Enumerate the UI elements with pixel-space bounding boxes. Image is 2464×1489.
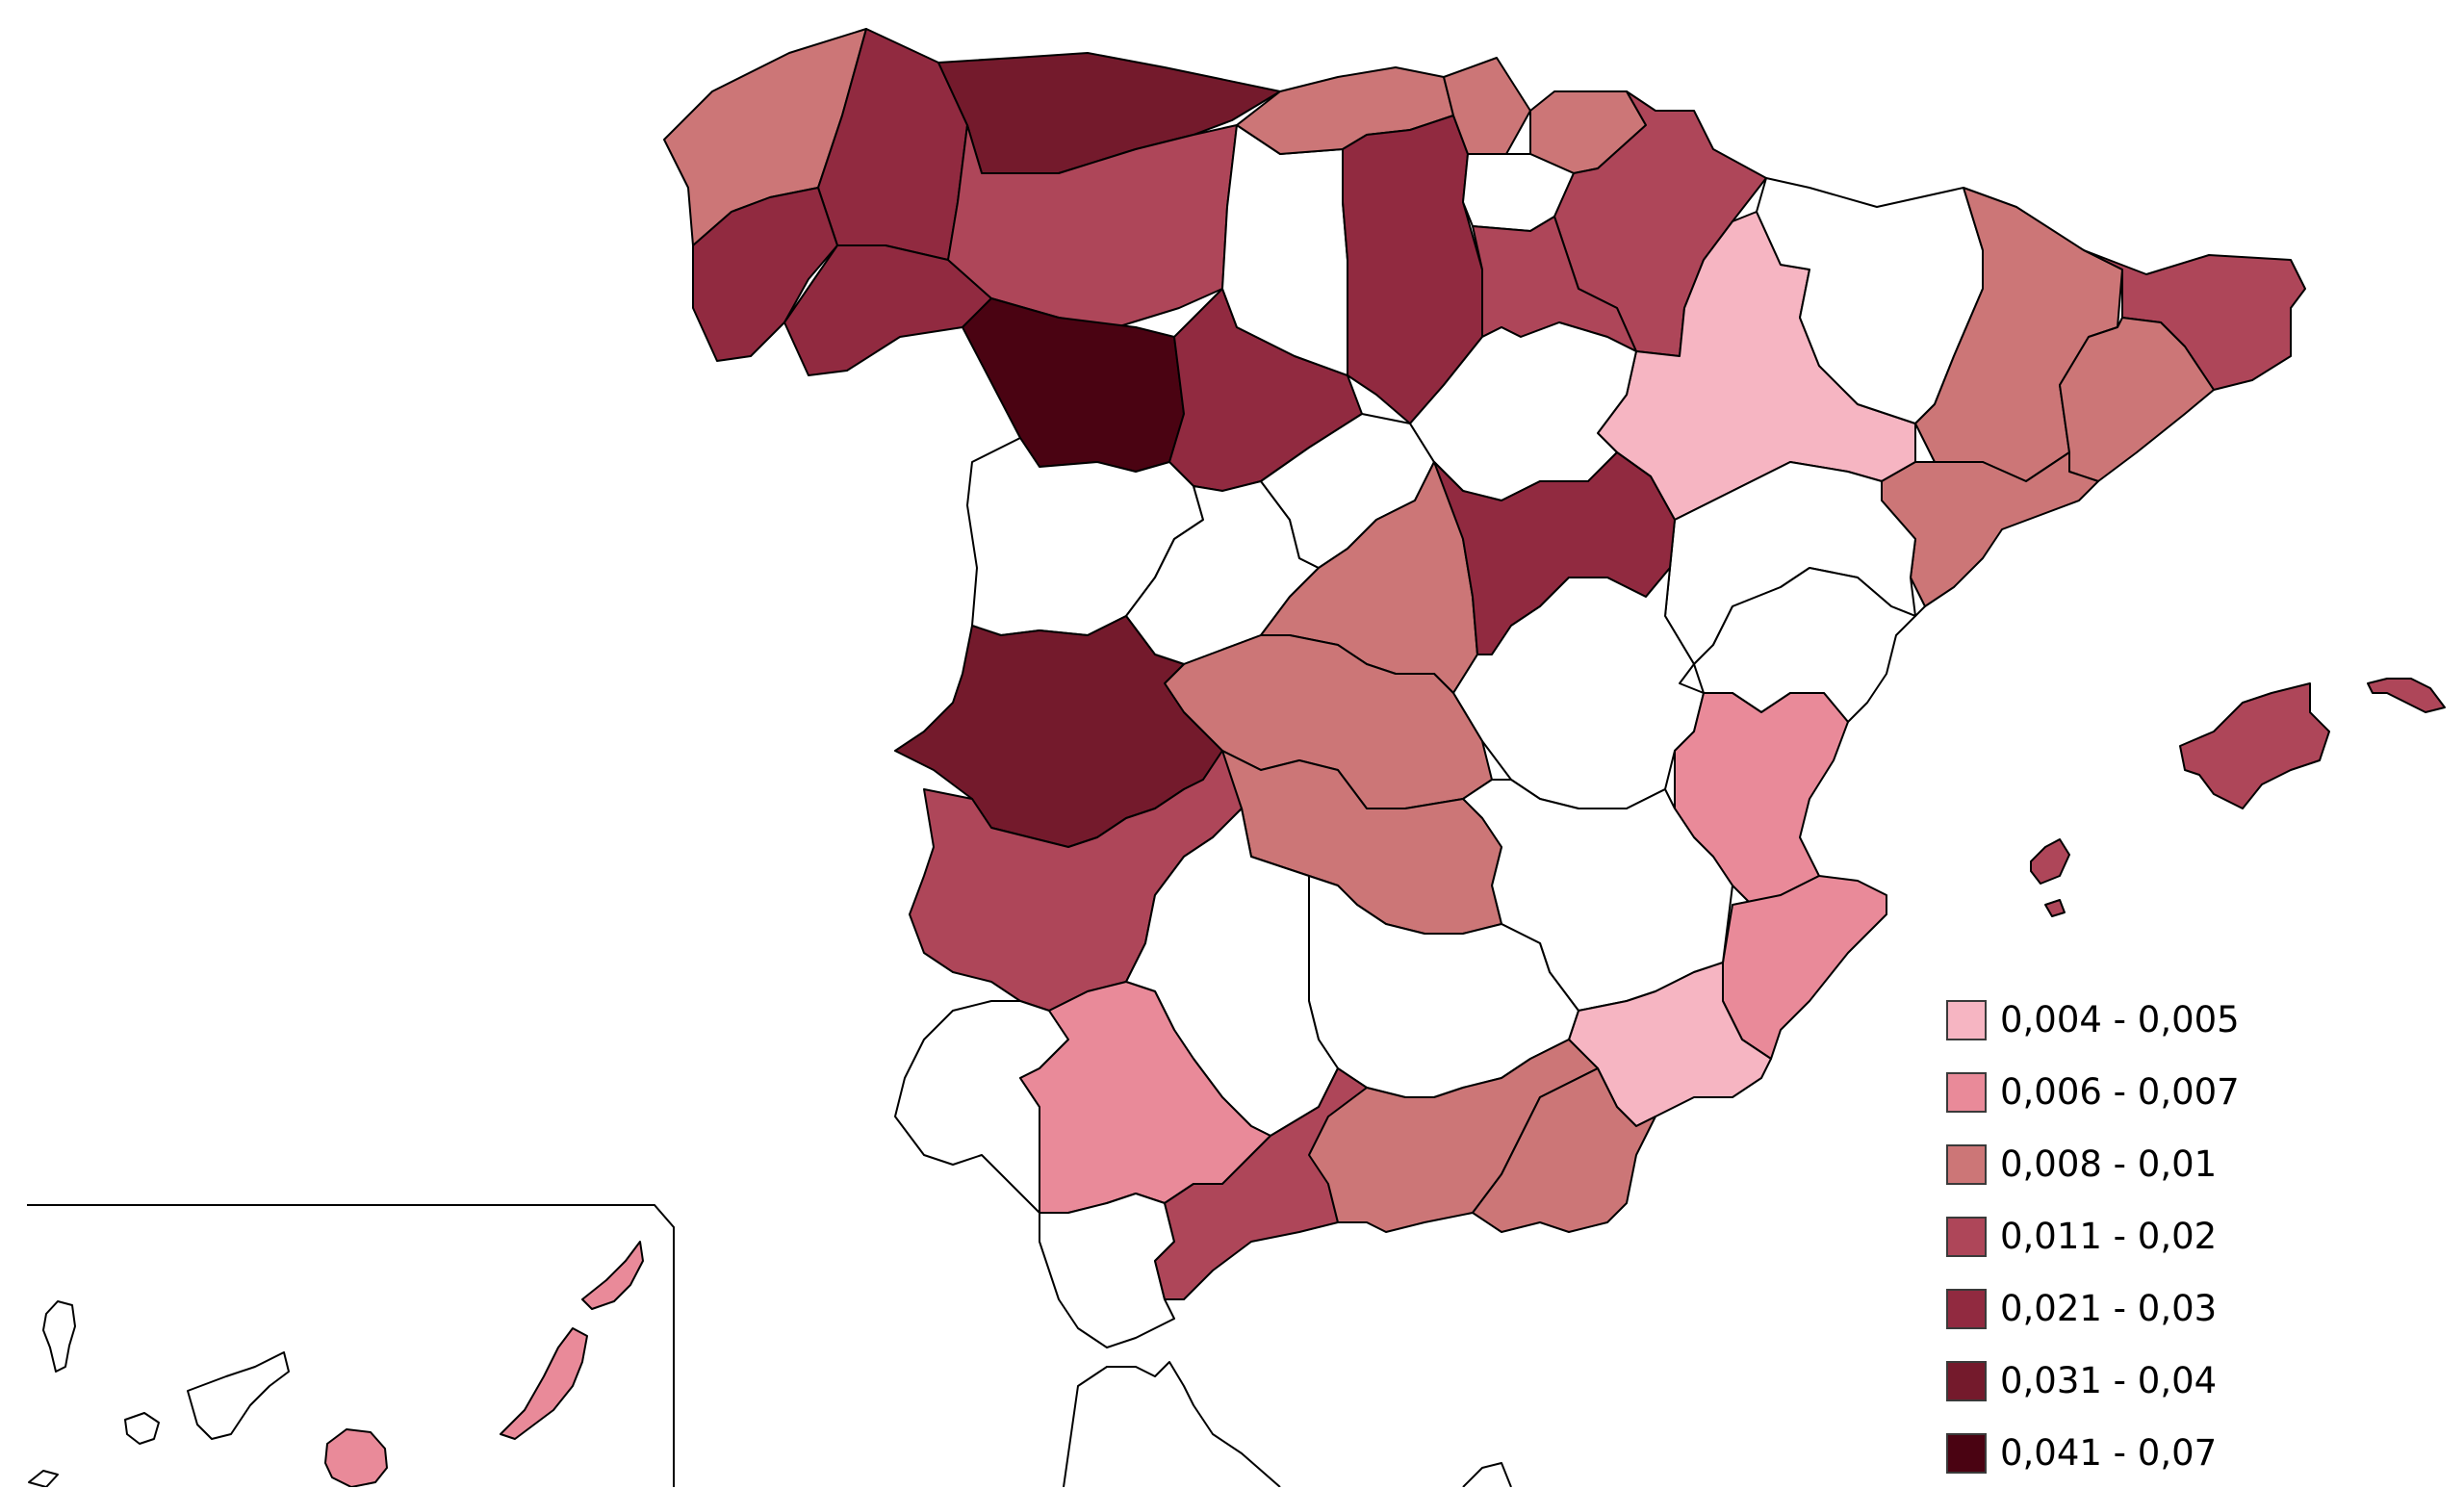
island-ibiza[interactable]	[2030, 838, 2070, 885]
legend-label: 0,041 - 0,07	[2000, 1432, 2218, 1474]
legend-item: 0,004 - 0,005	[1946, 984, 2240, 1056]
legend-item: 0,008 - 0,01	[1946, 1128, 2240, 1200]
legend-item: 0,006 - 0,007	[1946, 1056, 2240, 1128]
province-zamora[interactable]	[962, 297, 1185, 473]
legend-item: 0,041 - 0,07	[1946, 1417, 2240, 1489]
legend-swatch	[1946, 1288, 1987, 1329]
island-menorca[interactable]	[2367, 678, 2446, 713]
legend-swatch	[1946, 999, 1987, 1040]
island-formentera[interactable]	[2044, 899, 2066, 917]
legend-swatch	[1946, 1432, 1987, 1474]
island-gran-canaria[interactable]	[324, 1428, 388, 1487]
inset-frame	[27, 1204, 675, 1487]
legend-swatch	[1946, 1143, 1987, 1185]
legend-swatch	[1946, 1360, 1987, 1401]
province-cadiz	[1039, 1193, 1175, 1348]
africa-coast-east	[1462, 1462, 1512, 1487]
legend-label: 0,011 - 0,02	[2000, 1216, 2218, 1257]
legend-item: 0,011 - 0,02	[1946, 1200, 2240, 1272]
legend-label: 0,031 - 0,04	[2000, 1360, 2218, 1401]
island-la-gomera	[124, 1412, 160, 1445]
legend-label: 0,004 - 0,005	[2000, 999, 2240, 1040]
province-almeria[interactable]	[1472, 1067, 1656, 1233]
legend-item: 0,021 - 0,03	[1946, 1272, 2240, 1345]
provinces-layer	[663, 28, 2446, 1487]
legend-swatch	[1946, 1071, 1987, 1113]
island-la-palma	[42, 1300, 76, 1373]
island-mallorca[interactable]	[2179, 682, 2330, 809]
canary-islands-inset	[27, 1204, 675, 1487]
island-el-hierro	[28, 1470, 59, 1487]
province-pontevedra[interactable]	[692, 187, 838, 362]
province-tarragona[interactable]	[1881, 451, 2099, 607]
legend-label: 0,006 - 0,007	[2000, 1071, 2240, 1113]
island-tenerife	[187, 1351, 290, 1440]
legend: 0,004 - 0,005 0,006 - 0,007 0,008 - 0,01…	[1946, 984, 2240, 1489]
legend-label: 0,008 - 0,01	[2000, 1143, 2218, 1185]
legend-swatch	[1946, 1216, 1987, 1257]
legend-label: 0,021 - 0,03	[2000, 1288, 2218, 1329]
legend-item: 0,031 - 0,04	[1946, 1345, 2240, 1417]
africa-coast	[1063, 1361, 1281, 1487]
island-lanzarote[interactable]	[581, 1241, 644, 1310]
island-fuerteventura[interactable]	[500, 1327, 588, 1440]
province-alicante[interactable]	[1722, 875, 1887, 1060]
